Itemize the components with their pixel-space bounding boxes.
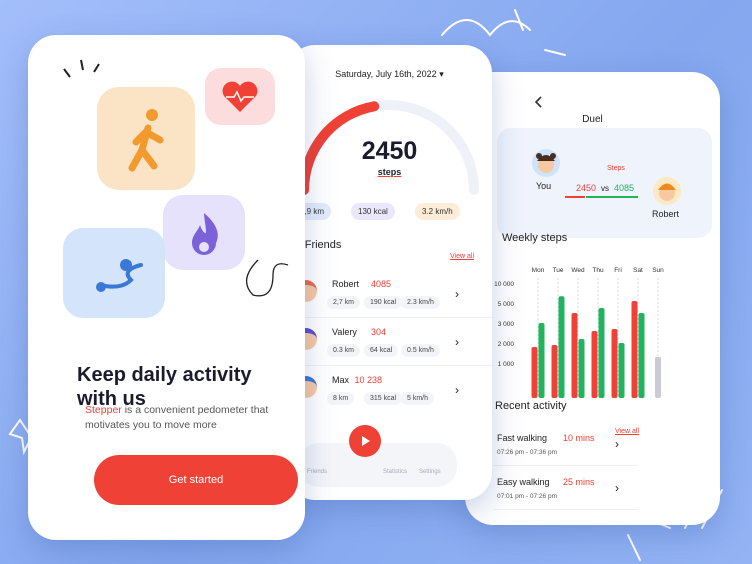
duel-title: Duel [582,114,603,125]
description: Stepper is a convenient pedometer that m… [85,403,285,433]
you-bar [565,196,585,198]
friend-steps: 304 [371,327,387,337]
y-tick-label: 2 000 [498,341,515,348]
activity-time: 07:01 pm - 07:26 pm [497,493,557,500]
x-tick-label: Sat [633,267,643,274]
steps-label: Steps [607,165,625,172]
illustration [63,59,289,318]
nav-item[interactable]: Statistics [383,469,408,475]
bar [538,323,545,398]
bar [551,345,558,398]
y-tick-label: 3 000 [498,321,515,328]
friend-stat: 5 km/h [401,392,435,405]
weekly-title: Weekly steps [502,232,568,244]
bar [631,301,638,398]
activity-card[interactable] [493,469,638,510]
view-all[interactable]: View all [450,253,474,260]
home-screen: Saturday, July 16th, 2022 ▾ 2450 steps 1… [287,45,492,500]
friend-steps: 10 238 [354,375,383,385]
activity-name: Fast walking [497,433,548,443]
stat-chip: 3.2 km/h [415,203,460,220]
y-tick-label: 1 000 [498,361,515,368]
bottom-nav [299,443,457,487]
steps-gauge [299,100,479,195]
steps-count: 2450 [361,137,418,165]
friend-name: Robert [332,279,360,289]
friend-stat: 64 kcal [364,344,399,357]
steps-unit: steps [377,167,402,177]
friend-chevron[interactable]: › [455,383,459,397]
opponent-avatar [653,177,681,205]
stat-chip: 130 kcal [351,203,395,220]
y-tick-label: 10 000 [494,281,514,288]
you-avatar [532,149,560,177]
view-all[interactable]: View all [615,428,639,435]
friend-stat: 190 kcal [364,296,403,309]
nav-item[interactable]: Settings [419,469,441,475]
friend-stat: 8 km [327,392,355,405]
friend-chevron[interactable]: › [455,287,459,301]
you-steps: 2450 [576,183,597,193]
friend-stat: 2,7 km [327,296,361,309]
activity-chevron[interactable]: › [615,437,619,451]
friend-stat: 0.5 km/h [401,344,440,357]
friend-name: Valery [332,327,357,337]
bar [591,331,598,398]
x-tick-label: Wed [571,267,585,274]
bar [531,347,538,398]
activity-name: Easy walking [497,477,550,487]
opponent-steps: 4085 [614,183,635,193]
activity-duration: 10 mins [563,433,595,443]
bar [611,329,618,398]
activity-duration: 25 mins [563,477,595,487]
date: Saturday, July 16th, 2022 [335,69,437,79]
get-started-button[interactable]: Get started [94,455,298,505]
friend-steps: 4085 [371,279,392,289]
x-tick-label: Fri [614,267,622,274]
friend-chevron[interactable]: › [455,335,459,349]
friend-stat: 2.3 km/h [401,296,440,309]
y-tick-label: 5 000 [498,301,515,308]
bar [571,313,578,398]
bar [638,313,645,398]
x-tick-label: Mon [532,267,545,274]
vs-label: vs [601,184,609,193]
opponent-label: Robert [652,209,680,219]
recent-title: Recent activity [495,400,567,412]
bar [655,357,661,398]
bar [578,339,585,398]
friend-stat: 315 kcal [364,392,403,405]
weekly-chart: 10 000 5 000 3 000 2 000 1 000 Mon Tue Wed Thu Fr… [494,267,664,398]
x-tick-label: Sun [652,267,664,274]
start-button[interactable] [349,425,381,457]
onboarding-screen: Keep daily activity with us Stepper is a… [28,35,305,540]
row-divider [287,365,492,366]
x-tick-label: Tue [553,267,564,274]
back-button[interactable] [533,96,545,108]
friend-stat: 0.3 km [327,344,361,357]
bar [618,343,625,398]
x-tick-label: Thu [592,267,604,274]
activity-time: 07:26 pm - 07:36 pm [497,449,557,456]
you-label: You [536,181,552,191]
brand: Stepper [85,404,122,416]
bar [558,296,565,398]
duel-screen: Duel You Robert Steps 2450 vs 4085 Weekl… [465,72,720,525]
opponent-bar [586,196,638,198]
activity-chevron[interactable]: › [615,481,619,495]
nav-item[interactable]: Friends [307,469,328,475]
headline: Keep daily activity with us [77,364,252,410]
bar [598,308,605,398]
date-picker[interactable]: Saturday, July 16th, 2022 ▾ [335,69,444,79]
friend-name: Max [332,375,350,385]
row-divider [287,317,492,318]
activity-card[interactable] [493,425,638,466]
description-text: is a convenient pedometer that motivates… [85,404,269,431]
